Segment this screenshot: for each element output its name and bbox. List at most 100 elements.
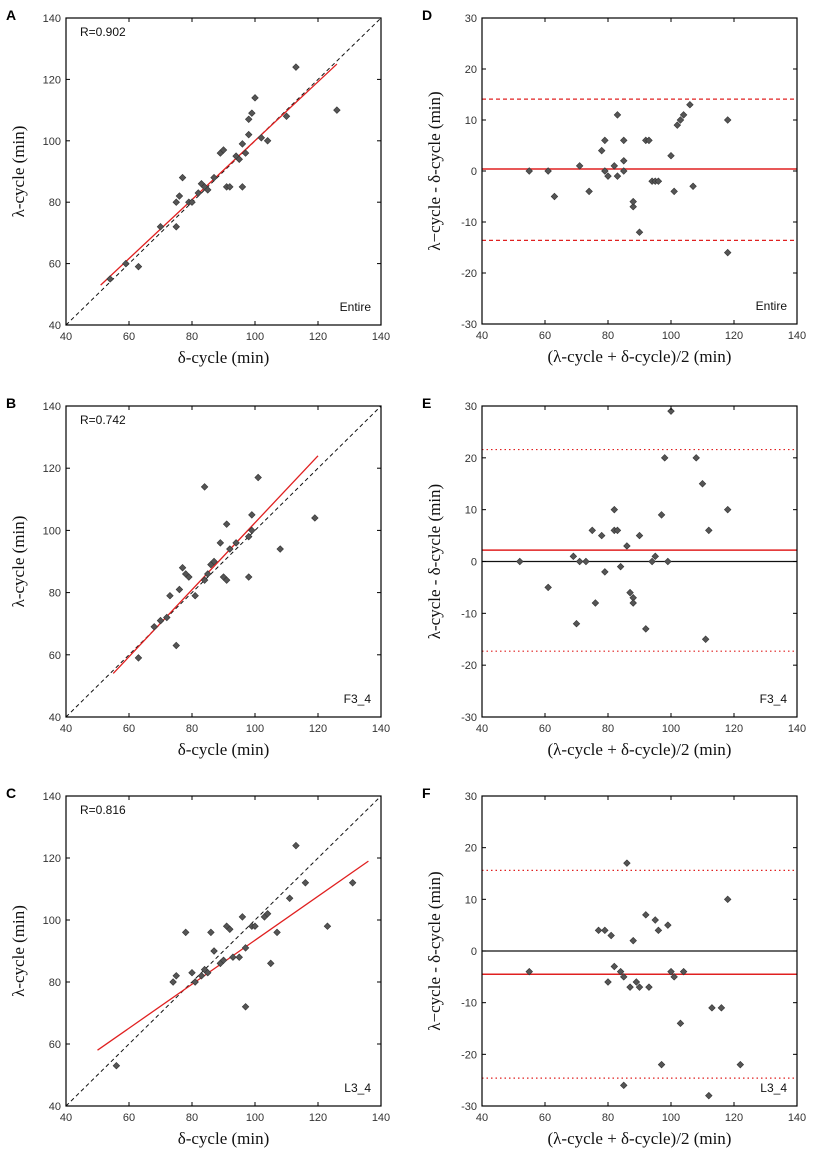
y-axis-label: λ-cycle - δ-cycle (min) xyxy=(425,484,444,639)
y-tick-label: 10 xyxy=(465,894,477,906)
data-point xyxy=(601,136,609,145)
panel-frame xyxy=(65,795,382,1107)
y-tick-label: 20 xyxy=(465,453,477,465)
data-point xyxy=(585,187,593,196)
data-point xyxy=(282,112,291,120)
x-tick-label: 40 xyxy=(60,723,72,735)
y-tick-label: 120 xyxy=(43,463,61,475)
y-axis-label: λ−cycle - δ-cycle (min) xyxy=(425,91,444,250)
data-point xyxy=(626,588,634,597)
x-tick-label: 60 xyxy=(539,1112,551,1124)
data-point xyxy=(244,115,253,124)
panel-c: 40 60 80 100 120 140 40 60 80 100 120 140 R=0.816 L3_… xyxy=(6,785,390,1148)
x-tick-label: 40 xyxy=(476,1112,488,1124)
data-point xyxy=(172,972,180,980)
data-point xyxy=(705,1091,713,1100)
dataset-label: Entire xyxy=(756,299,788,313)
data-point xyxy=(204,186,212,194)
y-tick-label: 120 xyxy=(43,74,61,86)
data-point xyxy=(194,189,203,197)
data-point xyxy=(222,520,231,528)
data-point xyxy=(273,928,281,937)
data-point xyxy=(244,130,253,139)
data-point xyxy=(642,625,650,633)
data-point xyxy=(629,599,637,607)
data-point xyxy=(238,913,247,921)
data-point xyxy=(254,473,262,482)
data-point xyxy=(723,248,732,257)
y-tick-label: 10 xyxy=(465,505,477,517)
data-point xyxy=(664,921,672,929)
correlation-annotation: R=0.742 xyxy=(80,413,126,427)
data-point xyxy=(701,635,710,643)
data-point xyxy=(238,183,247,191)
data-point xyxy=(263,137,272,145)
data-point xyxy=(673,121,682,129)
y-axis-label: λ-cycle (min) xyxy=(9,126,28,218)
x-axis-label: (λ-cycle + δ-cycle)/2 (min) xyxy=(548,347,732,366)
data-point xyxy=(657,511,666,519)
x-tick-label: 120 xyxy=(309,331,327,343)
correlation-annotation: R=0.902 xyxy=(80,25,126,39)
x-tick-label: 120 xyxy=(309,723,327,735)
correlation-annotation: R=0.816 xyxy=(80,803,126,817)
data-point xyxy=(604,978,612,986)
y-tick-label: -10 xyxy=(461,608,477,620)
y-tick-label: 0 xyxy=(471,946,477,958)
y-tick-label: 140 xyxy=(43,401,61,413)
data-point xyxy=(629,936,637,945)
data-point xyxy=(613,172,622,180)
data-point xyxy=(200,483,209,491)
data-point xyxy=(226,183,234,191)
data-point xyxy=(276,545,284,553)
data-point xyxy=(588,526,596,535)
x-axis-label: (λ-cycle + δ-cycle)/2 (min) xyxy=(548,740,732,759)
data-point xyxy=(241,944,250,952)
data-point xyxy=(610,962,619,971)
panel-letter: C xyxy=(6,785,16,801)
panel-frame xyxy=(481,17,798,325)
x-tick-label: 100 xyxy=(662,1112,680,1124)
y-tick-label: 60 xyxy=(49,650,61,662)
data-point xyxy=(692,454,700,462)
data-point xyxy=(616,562,625,571)
data-point xyxy=(601,926,609,935)
panel-a: 40 60 80 100 120 140 40 60 80 100 120 140 R=0.902 Ent… xyxy=(6,7,390,367)
panel-d: 40 60 80 100 120 140 -30 -20 -10 0 10 20 30 Entire D (λ… xyxy=(422,7,806,366)
data-point xyxy=(178,563,187,572)
data-point xyxy=(232,539,240,547)
x-tick-label: 120 xyxy=(725,723,743,735)
x-tick-label: 60 xyxy=(123,723,135,735)
data-point xyxy=(544,583,552,592)
data-point xyxy=(235,155,243,163)
data-point xyxy=(241,1003,250,1011)
data-point xyxy=(635,983,644,991)
data-point xyxy=(301,879,310,887)
data-point xyxy=(166,591,174,600)
x-tick-label: 100 xyxy=(246,331,264,343)
data-point xyxy=(594,926,603,935)
x-tick-label: 100 xyxy=(246,723,264,735)
data-point xyxy=(172,641,180,650)
data-point xyxy=(251,922,259,930)
x-tick-label: 40 xyxy=(476,330,488,342)
x-tick-label: 60 xyxy=(539,330,551,342)
data-point xyxy=(632,978,641,986)
data-point xyxy=(229,953,237,961)
data-point xyxy=(204,570,212,578)
x-tick-label: 40 xyxy=(60,1112,72,1124)
x-tick-label: 60 xyxy=(123,331,135,343)
data-point xyxy=(635,531,644,540)
x-tick-label: 60 xyxy=(539,723,551,735)
y-tick-label: 40 xyxy=(49,712,61,724)
y-tick-label: 60 xyxy=(49,1039,61,1051)
x-axis-label: (λ-cycle + δ-cycle)/2 (min) xyxy=(548,1129,732,1148)
data-point xyxy=(597,146,606,155)
data-point xyxy=(723,116,732,124)
data-point xyxy=(323,922,332,930)
data-point xyxy=(667,407,675,415)
data-point xyxy=(175,585,184,594)
identity-line xyxy=(66,406,381,717)
data-point xyxy=(525,167,533,175)
data-point xyxy=(257,134,266,142)
